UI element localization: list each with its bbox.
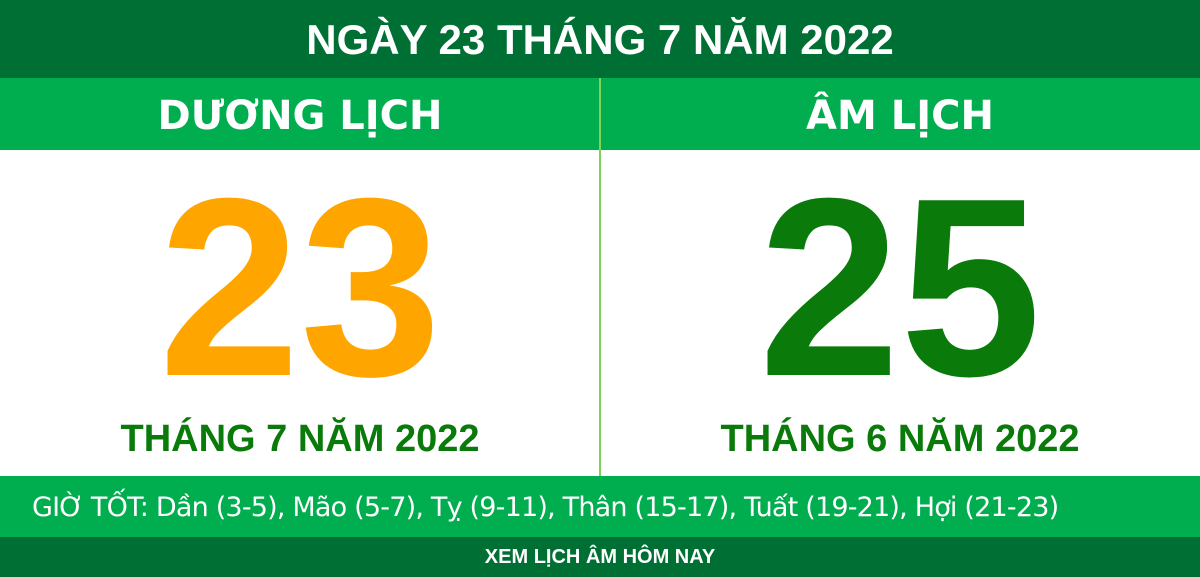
view-lunar-today-link[interactable]: XEM LỊCH ÂM HÔM NAY [0, 537, 1200, 577]
lunar-label: ÂM LỊCH [806, 93, 994, 139]
good-hours: GIỜ TỐT: Dần (3-5), Mão (5-7), Tỵ (9-11)… [0, 476, 1200, 537]
lunar-day: 25 [758, 145, 1042, 429]
column-divider [599, 78, 601, 476]
page-title: NGÀY 23 THÁNG 7 NĂM 2022 [0, 0, 1200, 78]
solar-day: 23 [158, 145, 442, 429]
solar-month-year: THÁNG 7 NĂM 2022 [120, 418, 480, 460]
lunar-month-year: THÁNG 6 NĂM 2022 [720, 418, 1080, 460]
solar-label: DƯƠNG LỊCH [157, 93, 443, 139]
